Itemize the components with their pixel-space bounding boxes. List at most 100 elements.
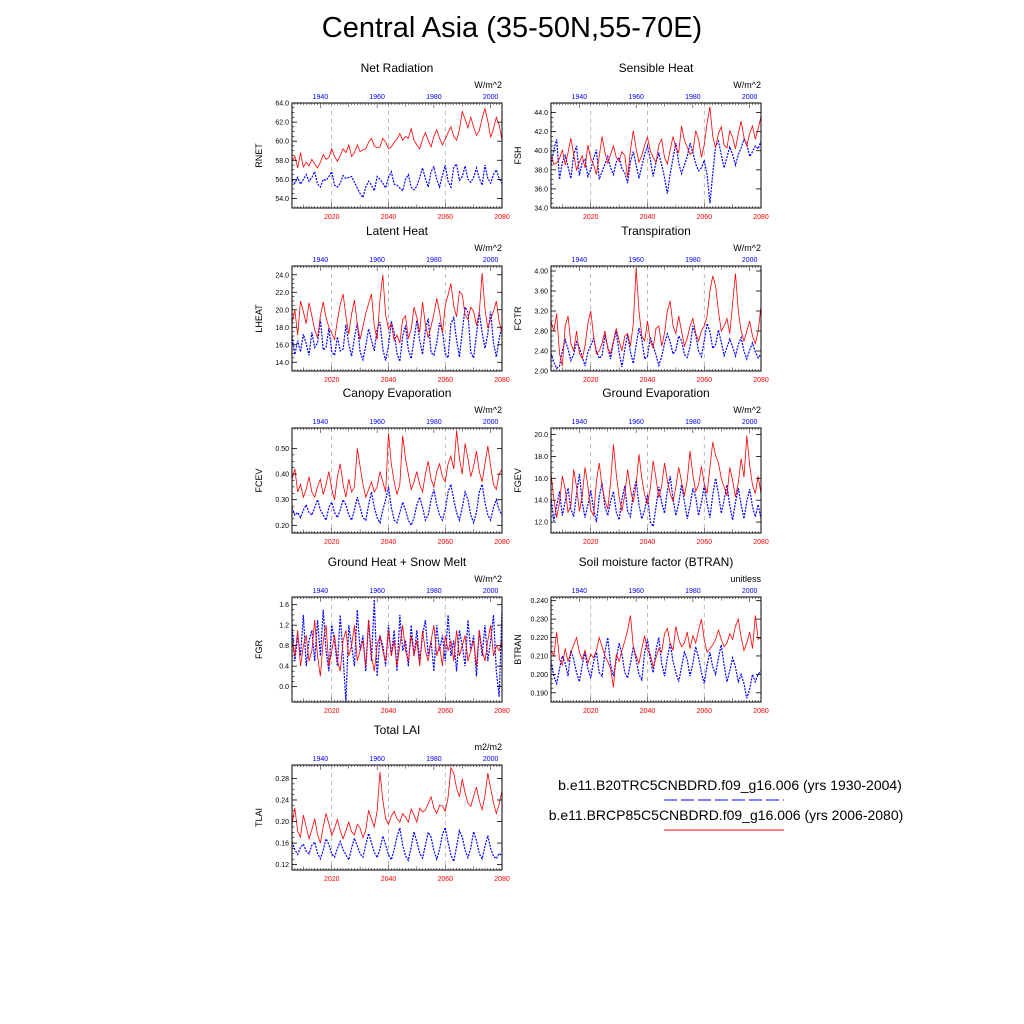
y-tick-label: 56.0 xyxy=(275,177,289,184)
y-tick-label: 3.60 xyxy=(534,289,548,296)
top-x-tick-label: 2000 xyxy=(742,588,758,595)
bottom-x-tick-label: 2020 xyxy=(583,377,599,384)
bottom-x-tick-label: 2020 xyxy=(324,876,340,883)
top-x-tick-label: 1940 xyxy=(572,94,588,101)
y-tick-label: 0.210 xyxy=(530,653,548,660)
chart-panel: Total LAI m2/m2 TLAI 0.12 0.16 0.20 0.24 0.28 19… xyxy=(254,723,510,883)
top-x-tick-label: 1980 xyxy=(685,257,701,264)
series-line-historical xyxy=(550,473,762,529)
y-tick-label: 38.0 xyxy=(534,167,548,174)
series-line-historical xyxy=(291,481,503,527)
legend-label-historical: b.e11.B20TRC5CNBDRD.f09_g16.006 (yrs 193… xyxy=(558,777,902,793)
y-tick-label: 24.0 xyxy=(275,272,289,279)
top-x-tick-label: 1940 xyxy=(313,756,329,763)
y-tick-label: 16.0 xyxy=(275,342,289,349)
y-tick-label: 54.0 xyxy=(275,196,289,203)
y-axis-label: LHEAT xyxy=(254,304,264,333)
bottom-x-tick-label: 2040 xyxy=(381,539,397,546)
bottom-x-tick-label: 2020 xyxy=(583,708,599,715)
top-x-tick-label: 2000 xyxy=(742,257,758,264)
bottom-x-tick-label: 2080 xyxy=(494,876,510,883)
bottom-x-tick-label: 2040 xyxy=(640,214,656,221)
bottom-x-tick-label: 2080 xyxy=(494,377,510,384)
y-tick-label: 0.50 xyxy=(275,446,289,453)
chart-panel: Soil moisture factor (BTRAN) unitless BTRA… xyxy=(513,555,769,715)
y-axis-label: FGEV xyxy=(513,468,523,493)
plot-frame xyxy=(291,427,503,534)
y-axis-label: RNET xyxy=(254,143,264,168)
bottom-x-tick-label: 2080 xyxy=(753,214,769,221)
y-tick-label: 0.8 xyxy=(279,643,289,650)
y-tick-label: 0.200 xyxy=(530,672,548,679)
chart-panel: Latent Heat W/m^2 LHEAT 14.0 16.0 18.0 20.0 22.… xyxy=(254,224,510,384)
series-line-rcp85 xyxy=(550,268,762,367)
top-x-tick-label: 1940 xyxy=(313,588,329,595)
plot-frame xyxy=(550,265,762,372)
bottom-x-tick-label: 2020 xyxy=(583,539,599,546)
legend-swatch-rcp85 xyxy=(664,829,784,831)
bottom-x-tick-label: 2020 xyxy=(324,377,340,384)
top-x-tick-label: 2000 xyxy=(483,588,499,595)
bottom-x-tick-label: 2080 xyxy=(494,539,510,546)
y-tick-label: 1.6 xyxy=(279,602,289,609)
chart-panel: Transpiration W/m^2 FCTR 2.00 2.40 2.80 3.20 3.… xyxy=(513,224,769,384)
bottom-x-tick-label: 2040 xyxy=(640,377,656,384)
units-label: W/m^2 xyxy=(733,243,761,253)
top-x-tick-label: 1980 xyxy=(426,588,442,595)
bottom-x-tick-label: 2080 xyxy=(753,539,769,546)
y-tick-label: 0.220 xyxy=(530,635,548,642)
top-x-tick-label: 1940 xyxy=(572,419,588,426)
bottom-x-tick-label: 2040 xyxy=(381,214,397,221)
chart-panel: Ground Heat + Snow Melt W/m^2 FGR 0.0 0.4 0.8… xyxy=(254,555,510,715)
bottom-x-tick-label: 2060 xyxy=(437,377,453,384)
y-tick-label: 0.40 xyxy=(275,472,289,479)
y-tick-label: 14.0 xyxy=(275,360,289,367)
series-line-historical xyxy=(291,599,503,703)
figure-title: Central Asia (35-50N,55-70E) xyxy=(321,12,703,44)
chart-title: Soil moisture factor (BTRAN) xyxy=(579,555,734,569)
top-x-tick-label: 1980 xyxy=(426,756,442,763)
legend-swatch-historical xyxy=(664,799,784,801)
top-x-tick-label: 1940 xyxy=(572,257,588,264)
top-x-tick-label: 1960 xyxy=(369,756,385,763)
y-tick-label: 64.0 xyxy=(275,101,289,108)
series-line-rcp85 xyxy=(550,106,762,178)
chart-title: Ground Evaporation xyxy=(602,386,709,400)
top-x-tick-label: 1960 xyxy=(628,94,644,101)
top-x-tick-label: 1980 xyxy=(426,419,442,426)
top-x-tick-label: 2000 xyxy=(742,94,758,101)
top-x-tick-label: 1940 xyxy=(572,588,588,595)
top-x-tick-label: 1980 xyxy=(685,94,701,101)
y-tick-label: 18.0 xyxy=(534,454,548,461)
bottom-x-tick-label: 2060 xyxy=(437,876,453,883)
y-tick-label: 36.0 xyxy=(534,186,548,193)
y-axis-label: TLAI xyxy=(254,808,264,827)
y-tick-label: 58.0 xyxy=(275,158,289,165)
plot-frame xyxy=(291,265,503,372)
top-x-tick-label: 1960 xyxy=(628,588,644,595)
chart-title: Canopy Evaporation xyxy=(343,386,452,400)
y-tick-label: 2.80 xyxy=(534,329,548,336)
series-line-rcp85 xyxy=(291,430,503,500)
y-tick-label: 0.16 xyxy=(275,841,289,848)
y-axis-label: BTRAN xyxy=(513,634,523,665)
chart-title: Ground Heat + Snow Melt xyxy=(328,555,467,569)
y-tick-label: 4.00 xyxy=(534,269,548,276)
y-axis-label: FCEV xyxy=(254,468,264,492)
series-line-historical xyxy=(550,637,762,699)
top-x-tick-label: 1960 xyxy=(369,94,385,101)
bottom-x-tick-label: 2080 xyxy=(494,214,510,221)
y-axis-label: FCTR xyxy=(513,306,523,330)
series-line-historical xyxy=(291,825,503,864)
series-line-rcp85 xyxy=(291,107,503,169)
y-tick-label: 20.0 xyxy=(275,307,289,314)
chart-panel: Ground Evaporation W/m^2 FGEV 12.0 14.0 16.0 1… xyxy=(513,386,769,546)
y-tick-label: 0.12 xyxy=(275,862,289,869)
top-x-tick-label: 2000 xyxy=(483,756,499,763)
bottom-x-tick-label: 2080 xyxy=(494,708,510,715)
y-tick-label: 62.0 xyxy=(275,120,289,127)
y-tick-label: 0.24 xyxy=(275,798,289,805)
y-tick-label: 0.28 xyxy=(275,776,289,783)
y-tick-label: 34.0 xyxy=(534,206,548,213)
